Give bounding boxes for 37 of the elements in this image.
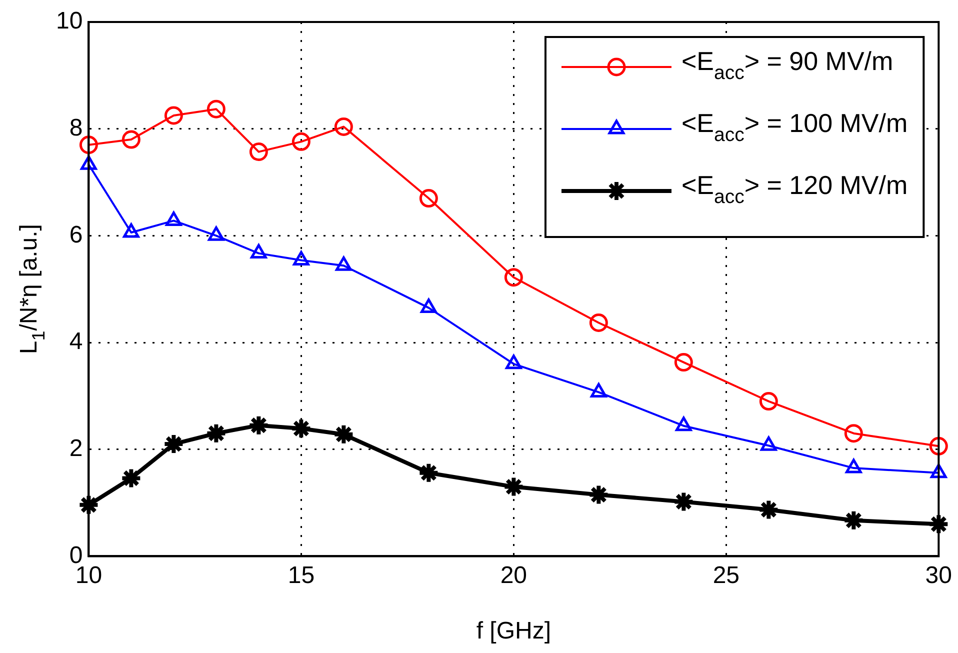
point (928, 513, 950, 536)
point (249, 142, 268, 162)
point (588, 484, 610, 506)
point (120, 467, 142, 490)
point (674, 353, 693, 372)
point (418, 462, 440, 484)
point (248, 414, 270, 436)
point (929, 436, 948, 456)
point (502, 476, 525, 498)
point (332, 423, 355, 446)
y-tick-label: 2 (69, 434, 83, 462)
point (589, 314, 608, 332)
y-tick-label: 6 (69, 221, 83, 248)
x-tick-label: 20 (500, 562, 528, 590)
x-axis-title: f [GHz] (476, 618, 552, 645)
point (334, 117, 353, 136)
point (206, 100, 226, 118)
y-tick-label: 8 (69, 114, 83, 142)
point (504, 268, 523, 287)
point (759, 392, 778, 411)
point (205, 422, 228, 444)
point (292, 132, 310, 151)
x-tick-label: 25 (712, 562, 740, 590)
point (844, 424, 863, 443)
y-axis-title: L1/N*η [a.u.] (16, 224, 49, 354)
y-tick-label: 10 (56, 8, 83, 35)
point (672, 490, 695, 513)
point (122, 130, 140, 149)
x-tick-label: 15 (288, 562, 315, 590)
x-tick-label: 30 (925, 562, 952, 590)
point (842, 509, 865, 532)
point (164, 106, 183, 125)
point (79, 136, 98, 154)
y-tick-label: 4 (69, 328, 83, 356)
point (78, 494, 100, 516)
point (419, 189, 438, 208)
point (758, 498, 780, 521)
